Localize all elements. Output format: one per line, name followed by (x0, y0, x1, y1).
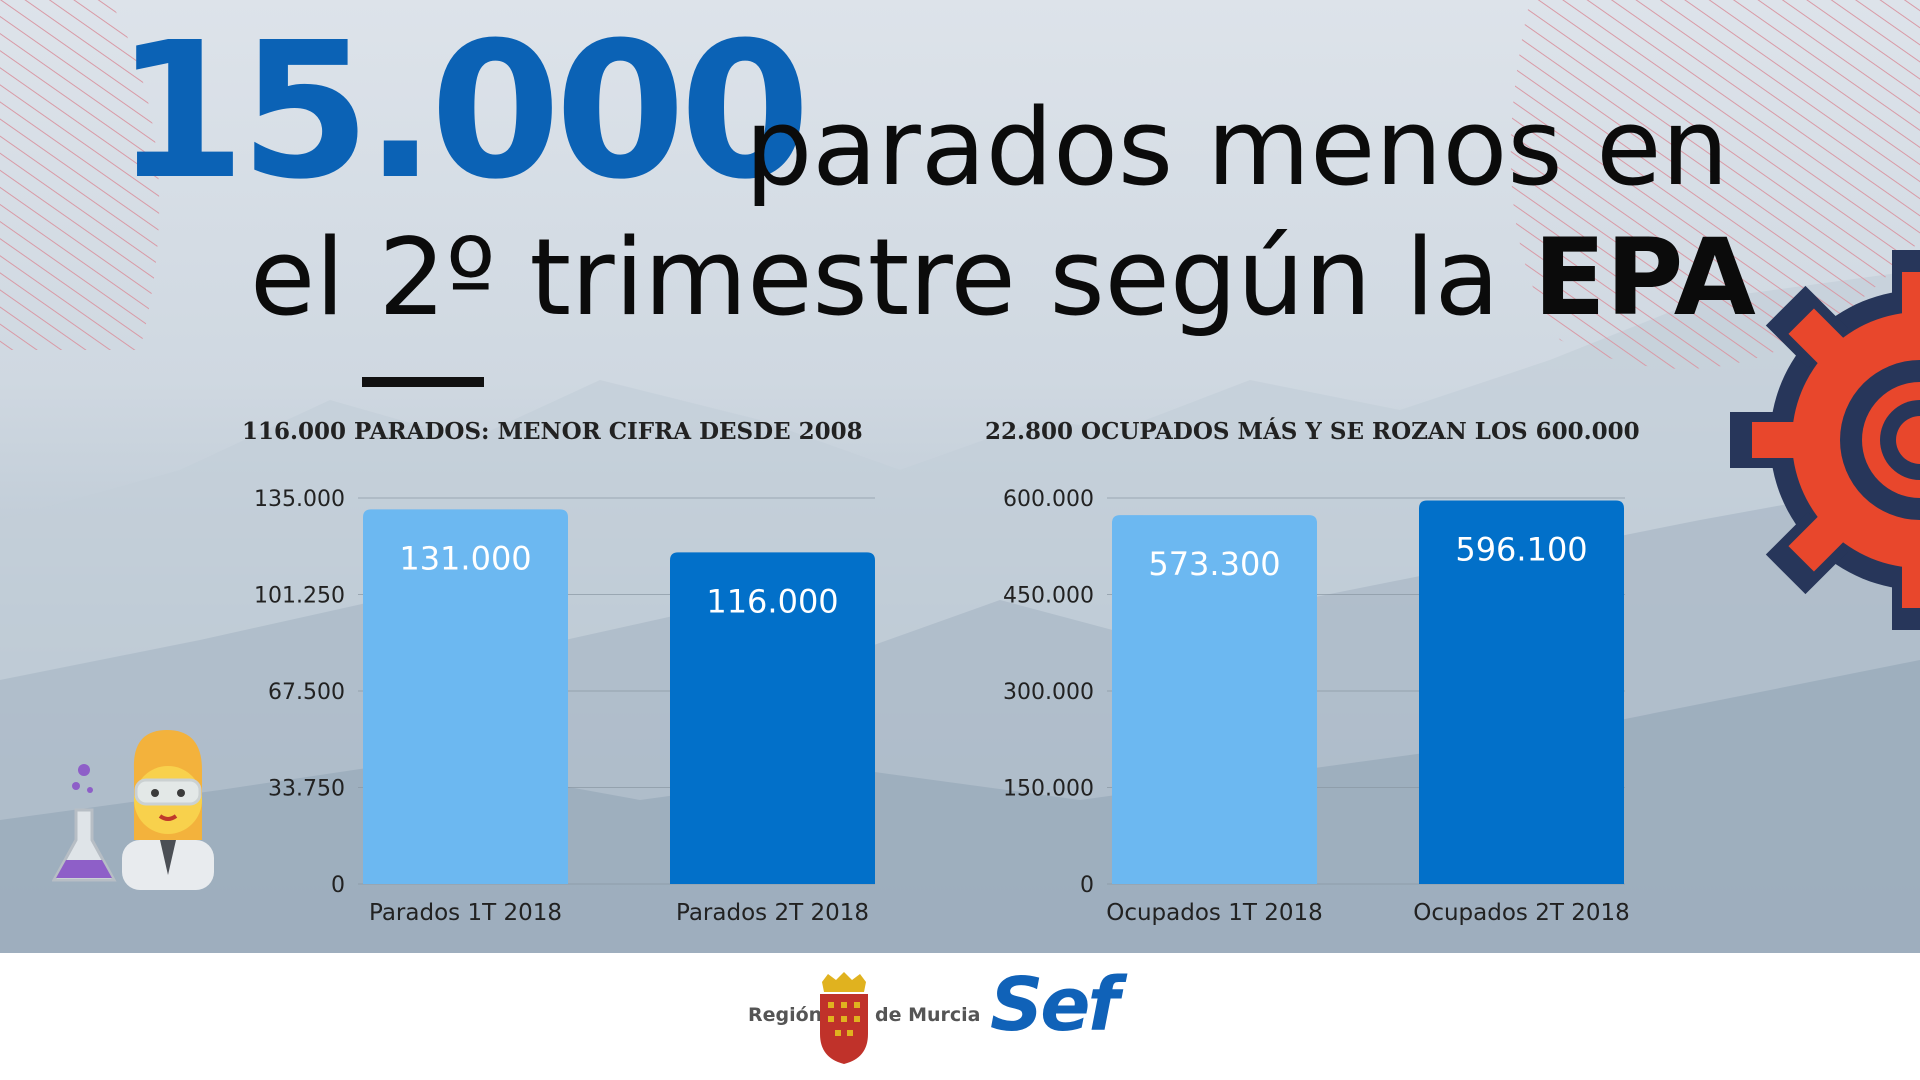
gear-icon (1730, 250, 1920, 630)
headline-number: 15.000 (115, 2, 810, 221)
region-logo-text-right: de Murcia (875, 1004, 981, 1026)
chart1-category-label: Parados 1T 2018 (369, 900, 562, 926)
chart1-data-label: 116.000 (706, 582, 838, 620)
chart1-ytick-label: 67.500 (268, 680, 345, 705)
footer-logos (0, 953, 1920, 1080)
chart2-category-label: Ocupados 1T 2018 (1106, 900, 1323, 926)
chart1-ytick-label: 0 (331, 873, 345, 898)
chart2-bar (1419, 500, 1624, 884)
chart1-data-label: 131.000 (399, 539, 531, 577)
headline-line2-bold: EPA (1533, 216, 1756, 339)
headline-line2: el 2º trimestre según la EPA (250, 225, 1756, 331)
chart1-ytick-label: 135.000 (254, 487, 345, 512)
chart2-ytick-label: 300.000 (1003, 680, 1094, 705)
chart2-category-label: Ocupados 2T 2018 (1413, 900, 1630, 926)
chart2-ytick-label: 600.000 (1003, 487, 1094, 512)
chart1-title: 116.000 PARADOS: MENOR CIFRA DESDE 2008 (242, 418, 863, 445)
charts-canvas: 0 33.750 67.500 101.250 135.000 131.000 Parado… (254, 487, 1630, 926)
murcia-coat-of-arms-icon (820, 972, 868, 1064)
headline-line2-text: el 2º trimestre según la (250, 216, 1534, 339)
region-logo-text-left: Región (748, 1004, 823, 1026)
sef-logo: Sef (990, 962, 1120, 1048)
headline-line1: parados menos en (745, 86, 1729, 209)
chart1-ytick-label: 101.250 (254, 584, 345, 609)
chart1-category-label: Parados 2T 2018 (676, 900, 869, 926)
headline-divider (362, 377, 484, 387)
chart2-ytick-label: 150.000 (1003, 777, 1094, 802)
chart1-bar (670, 552, 875, 884)
chart1-bar (363, 509, 568, 884)
chart2-data-label: 573.300 (1148, 545, 1280, 583)
chart2-data-label: 596.100 (1455, 531, 1587, 569)
chart2-bar (1112, 515, 1317, 884)
scientist-emoji-icon (52, 730, 214, 890)
chart1-ytick-label: 33.750 (268, 777, 345, 802)
chart2-title: 22.800 OCUPADOS MÁS Y SE ROZAN LOS 600.0… (985, 418, 1640, 445)
decorative-stripes-left (0, 0, 160, 350)
decorative-stripes-right (1510, 0, 1920, 369)
chart2-ytick-label: 0 (1080, 873, 1094, 898)
chart2-ytick-label: 450.000 (1003, 584, 1094, 609)
